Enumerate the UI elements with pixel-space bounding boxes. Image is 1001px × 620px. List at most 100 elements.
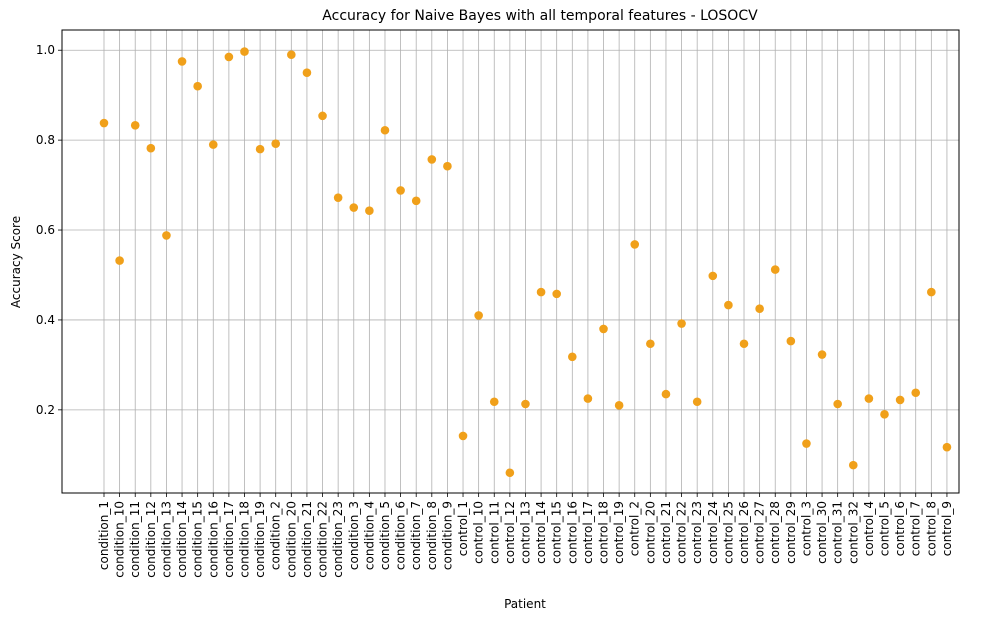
y-axis-ticks: 0.2 0.4 0.6 0.8 1.0: [36, 43, 62, 417]
data-points: [99, 47, 952, 478]
data-point: [458, 431, 468, 441]
data-point: [661, 389, 671, 399]
data-point: [177, 57, 187, 66]
data-point: [568, 352, 577, 362]
x-tick-label: control_25: [721, 501, 735, 564]
x-tick-label: control_21: [659, 501, 673, 564]
x-axis-ticks: condition_1 condition_10 condition_11 condi…: [97, 493, 954, 578]
data-point: [115, 256, 124, 265]
x-tick-label: condition_7: [409, 501, 423, 570]
x-tick-label: condition_13: [159, 501, 173, 578]
data-point: [162, 231, 171, 240]
chart-title: Accuracy for Naive Bayes with all tempor…: [322, 8, 758, 24]
x-tick-label: condition_19: [253, 501, 267, 578]
x-tick-label: control_17: [581, 501, 595, 564]
data-point: [583, 394, 593, 403]
grid-lines: [62, 30, 959, 493]
data-point: [255, 144, 265, 154]
data-point: [224, 52, 234, 62]
data-point: [489, 397, 499, 407]
data-point: [427, 155, 437, 164]
y-tick-label: 0.8: [36, 133, 55, 147]
x-tick-label: control_32: [846, 501, 860, 564]
data-point: [755, 304, 764, 313]
x-tick-label: condition_21: [300, 501, 314, 578]
x-tick-label: control_11: [487, 501, 501, 564]
x-tick-label: control_27: [753, 501, 767, 564]
data-point: [786, 336, 796, 346]
x-tick-label: condition_16: [206, 501, 220, 578]
data-point: [380, 125, 390, 135]
x-tick-label: control_31: [831, 501, 845, 564]
x-tick-label: condition_22: [316, 501, 330, 578]
data-point: [895, 395, 905, 405]
data-point: [552, 289, 561, 299]
data-point: [724, 300, 733, 310]
data-point: [271, 139, 281, 149]
x-tick-label: control_8: [924, 501, 938, 556]
data-point: [599, 324, 608, 334]
x-tick-label: condition_17: [222, 501, 236, 578]
data-point: [802, 439, 811, 448]
x-tick-label: control_12: [503, 501, 517, 564]
x-tick-label: control_13: [518, 501, 532, 564]
data-point: [146, 143, 156, 153]
x-tick-label: control_26: [737, 501, 751, 564]
x-tick-label: control_16: [565, 501, 579, 564]
data-point: [739, 339, 749, 349]
y-axis-label: Accuracy Score: [9, 216, 23, 308]
x-tick-label: control_18: [597, 501, 611, 564]
data-point: [287, 50, 296, 60]
x-tick-label: control_2: [628, 501, 642, 556]
data-point: [692, 397, 702, 407]
x-tick-label: control_20: [643, 501, 657, 564]
x-tick-label: condition_3: [347, 501, 361, 570]
data-point: [474, 311, 483, 320]
y-tick-label: 0.6: [36, 223, 55, 237]
x-tick-label: control_22: [675, 501, 689, 564]
x-tick-label: condition_20: [284, 501, 298, 578]
x-tick-label: condition_10: [113, 501, 127, 578]
x-tick-label: condition_9: [440, 501, 454, 570]
data-point: [942, 442, 952, 452]
data-point: [880, 410, 889, 419]
plot-area-frame: [61, 29, 960, 494]
x-tick-label: control_19: [612, 501, 626, 564]
data-point: [349, 203, 359, 212]
x-axis-label: Patient: [504, 597, 546, 611]
x-tick-label: condition_18: [237, 501, 251, 578]
data-point: [630, 240, 640, 249]
x-tick-label: condition_2: [269, 501, 283, 570]
x-tick-label: control_4: [862, 501, 876, 556]
x-tick-label: condition_8: [425, 501, 439, 570]
x-tick-label: control_28: [768, 501, 782, 564]
x-tick-label: control_10: [472, 501, 486, 564]
y-tick-label: 0.4: [36, 313, 55, 327]
x-tick-label: condition_14: [175, 501, 189, 578]
data-point: [848, 460, 858, 470]
data-point: [99, 118, 109, 128]
data-point: [411, 196, 421, 206]
x-tick-label: condition_15: [191, 501, 205, 578]
data-point: [365, 206, 374, 216]
data-point: [318, 111, 327, 121]
x-tick-label: control_5: [878, 501, 892, 556]
x-tick-label: control_9: [940, 501, 954, 556]
data-point: [521, 399, 530, 409]
x-tick-label: control_30: [815, 501, 829, 564]
y-tick-label: 1.0: [36, 43, 55, 57]
x-tick-label: condition_5: [378, 501, 392, 570]
data-point: [396, 186, 405, 195]
data-point: [240, 47, 249, 56]
x-tick-label: control_6: [893, 501, 907, 556]
x-tick-label: control_14: [534, 501, 548, 564]
data-point: [443, 161, 452, 171]
data-point: [208, 140, 218, 149]
x-tick-label: condition_23: [331, 501, 345, 578]
x-tick-label: condition_4: [362, 501, 376, 570]
x-tick-label: control_15: [550, 501, 564, 564]
data-point: [770, 265, 780, 274]
data-point: [911, 388, 921, 398]
data-point: [193, 81, 202, 91]
